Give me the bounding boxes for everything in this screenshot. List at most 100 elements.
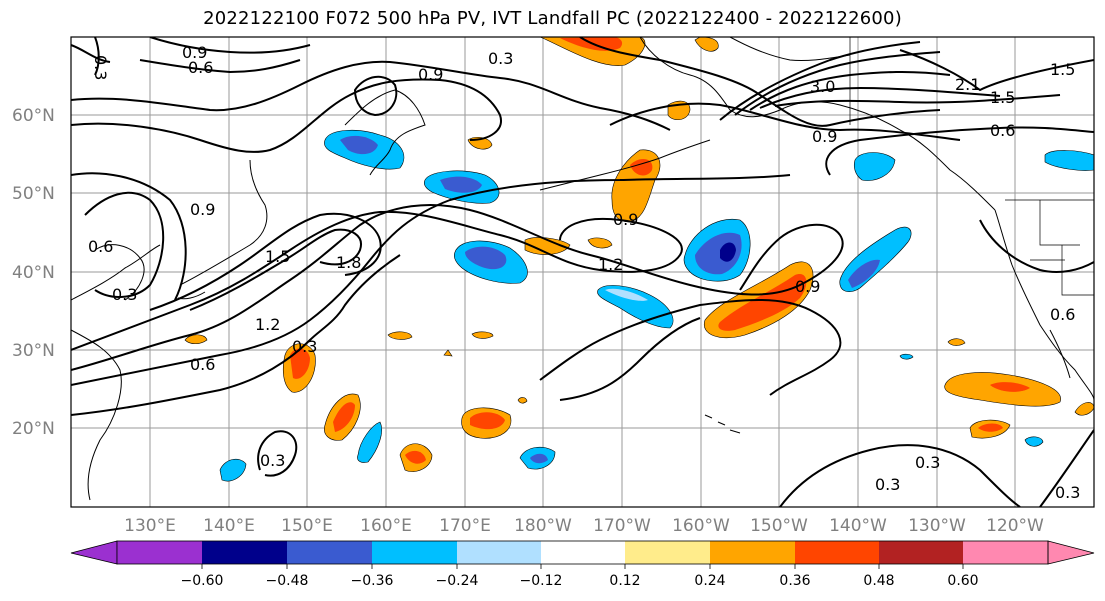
ivt-neg-streak-light xyxy=(605,288,648,301)
ivt-blob-tiny-2 xyxy=(517,397,528,404)
lon-tick-label: 140°E xyxy=(203,516,255,536)
ivt-blob-baja-core xyxy=(990,382,1030,392)
pv-contour-small-alaska xyxy=(353,75,398,117)
lon-tick-labels: 130°E 140°E 150°E 160°E 170°E 180°W 170°… xyxy=(124,516,1044,536)
colorbar-seg-2 xyxy=(202,541,287,564)
lon-tick-label: 150°E xyxy=(281,516,333,536)
ivt-neg-dateline-core xyxy=(465,246,507,270)
ivt-blob-small-3 xyxy=(184,334,208,345)
pv-contour-0.3-north xyxy=(579,37,941,127)
pv-contour-main-0.9 xyxy=(71,204,844,371)
pv-contour-1.5-ne xyxy=(774,94,1061,107)
contour-label: 1.5 xyxy=(265,247,290,266)
ivt-neg-small-1 xyxy=(1024,436,1044,447)
lon-tick-label: 140°W xyxy=(829,516,887,536)
ivt-blob-w-pacific-2-core xyxy=(290,348,310,379)
ivt-blob-mexico-core xyxy=(978,423,1003,432)
ivt-neg-small-2 xyxy=(899,353,914,360)
ivt-blob-edge-se xyxy=(1074,402,1094,416)
colorbar-tick-label: 0.48 xyxy=(863,573,894,589)
ivt-blob-w-pacific-3-core xyxy=(405,450,426,464)
ivt-neg-sw-2 xyxy=(357,421,382,463)
pv-contour-0.6-ne-right xyxy=(979,219,1094,273)
colorbar-extend-high xyxy=(1047,540,1095,565)
lon-tick-label: 130°E xyxy=(124,516,176,536)
coast-hawaii xyxy=(704,414,741,434)
ivt-negative-shading xyxy=(219,129,1094,482)
pv-contour-2.1-ne xyxy=(899,49,1094,92)
borders xyxy=(849,37,1094,296)
lat-tick-label: 60°N xyxy=(12,106,55,126)
colorbar: −0.60 −0.48 −0.36 −0.24 −0.12 0.12 0.24 … xyxy=(70,540,1095,589)
ivt-neg-gulf xyxy=(853,152,896,181)
ivt-blob-mid-2 xyxy=(587,237,613,249)
lon-tick-label: 120°W xyxy=(986,516,1044,536)
lat-tick-label: 20°N xyxy=(12,419,55,439)
contour-label: 0.6 xyxy=(1050,305,1075,324)
contour-label: 1.5 xyxy=(990,88,1015,107)
coastlines xyxy=(71,37,1094,501)
pv-contour-0.9-north xyxy=(71,78,502,153)
lat-tick-label: 50°N xyxy=(12,184,55,204)
pv-contour-0.9-nw-top xyxy=(149,37,311,54)
lat-tick-label: 40°N xyxy=(12,263,55,283)
ivt-neg-kuril-core xyxy=(340,135,378,155)
contour-label: 0.3 xyxy=(915,453,940,472)
contour-label: 0.3 xyxy=(112,285,137,304)
contour-label: 0.6 xyxy=(990,121,1015,140)
lat-tick-label: 30°N xyxy=(12,341,55,361)
contour-label: 1.2 xyxy=(598,255,623,274)
colorbar-tick-label: 0.12 xyxy=(609,573,640,589)
colorbar-seg-11 xyxy=(963,541,1048,564)
coast-kamchatka xyxy=(344,89,426,176)
pv-contour-dense-2 xyxy=(734,51,941,116)
pv-contour-0.3-trough xyxy=(539,299,842,396)
border-us-states xyxy=(1030,200,1094,296)
colorbar-outline xyxy=(116,540,1049,565)
pv-contours xyxy=(71,37,1094,507)
colorbar-tick-label: −0.48 xyxy=(266,573,309,589)
ivt-neg-nw-core xyxy=(440,176,482,193)
pv-contour-0.3-south xyxy=(779,444,1021,507)
pv-contour-0.3-center xyxy=(559,317,701,401)
contour-label: 0.3 xyxy=(91,55,110,80)
coast-aleutians xyxy=(539,139,711,191)
lon-tick-label: 160°W xyxy=(672,516,730,536)
contour-label: 0.6 xyxy=(88,237,113,256)
ivt-neg-sw-3-core xyxy=(530,453,548,464)
ivt-blob-main-core xyxy=(718,274,807,331)
pv-contour-0.3-se xyxy=(1039,429,1094,507)
ivt-positive-shading xyxy=(184,37,1094,472)
pv-contour-0.3-nw-corner xyxy=(71,37,111,76)
pv-contour-dense-4 xyxy=(759,86,1001,109)
pv-contour-1.5-japan xyxy=(149,212,382,311)
ivt-blob-small-4 xyxy=(947,338,966,346)
colorbar-tick-label: 0.24 xyxy=(694,573,725,589)
colorbar-tick-label: 0.36 xyxy=(779,573,810,589)
ivt-blob-w-pacific-1-core xyxy=(333,402,355,432)
lon-tick-label: 150°W xyxy=(750,516,808,536)
colorbar-seg-3 xyxy=(287,541,372,564)
ivt-blob-small-1 xyxy=(387,331,413,340)
coast-northwest-us xyxy=(994,209,1094,401)
ivt-blob-hawaii-west-core xyxy=(470,412,505,430)
ivt-neg-sw-1 xyxy=(219,458,247,482)
pv-contour-dense-3 xyxy=(749,70,951,111)
contour-label: 2.1 xyxy=(955,75,980,94)
contour-label: 0.9 xyxy=(795,277,820,296)
contour-label: 0.9 xyxy=(182,43,207,62)
pv-contour-0.6-nw-top xyxy=(139,59,301,74)
colorbar-seg-7 xyxy=(625,541,710,564)
pv-contour-0.6-north xyxy=(71,60,671,131)
contour-label: 1.5 xyxy=(1050,60,1075,79)
colorbar-seg-1 xyxy=(117,541,202,564)
ivt-blob-small-2 xyxy=(471,331,494,339)
coast-asia xyxy=(71,244,161,501)
contour-label: 0.9 xyxy=(190,200,215,219)
colorbar-tick-label: −0.60 xyxy=(181,573,224,589)
contour-label: 1.2 xyxy=(255,315,280,334)
coast-baja xyxy=(1049,329,1071,379)
pv-contour-0.9-ne xyxy=(609,102,961,141)
lon-tick-label: 170°W xyxy=(593,516,651,536)
